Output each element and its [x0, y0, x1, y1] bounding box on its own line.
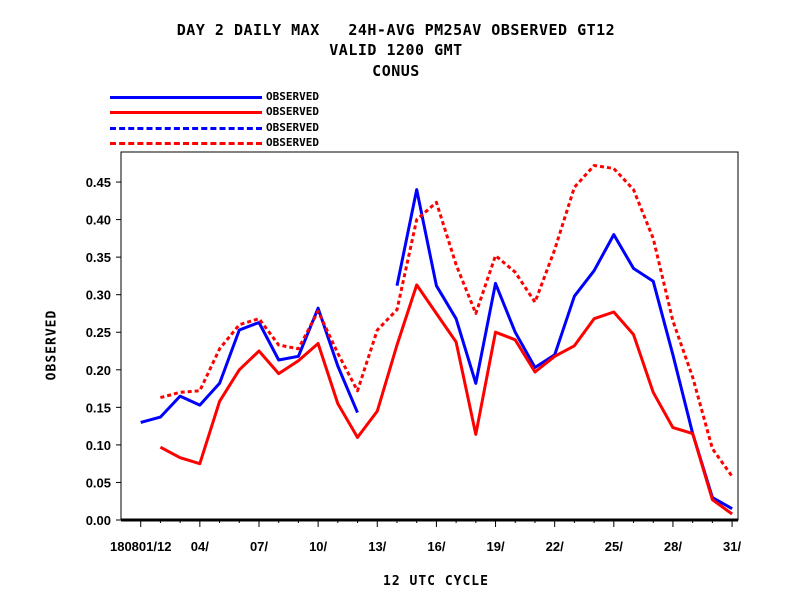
y-tick-label: 0.20 [86, 363, 111, 378]
legend-label-4: OBSERVED [266, 136, 319, 149]
y-tick-label: 0.00 [86, 513, 111, 528]
legend-line-2 [110, 111, 262, 114]
x-tick-label: 19/ [486, 539, 504, 554]
series-1-line-segment-2 [395, 188, 733, 511]
y-tick-label: 0.40 [86, 213, 111, 228]
x-tick-label: 13/ [368, 539, 386, 554]
y-tick-label: 0.35 [86, 250, 111, 265]
legend-line-1 [110, 96, 262, 99]
y-tick-label: 0.45 [86, 175, 111, 190]
chart-title-line3: CONUS [372, 62, 420, 80]
x-tick-label: 25/ [605, 539, 623, 554]
legend-line-4 [110, 142, 262, 145]
y-tick-label: 0.10 [86, 438, 111, 453]
x-tick-label: 10/ [309, 539, 327, 554]
plot-frame [120, 151, 739, 521]
y-axis-label: OBSERVED [44, 309, 60, 381]
x-tick-label: 28/ [664, 539, 682, 554]
x-axis-label: 12 UTC CYCLE [383, 574, 489, 589]
legend-line-3 [110, 127, 262, 130]
legend-label-2: OBSERVED [266, 105, 319, 118]
legend-label-3: OBSERVED [266, 121, 319, 134]
series-2-line [159, 283, 733, 516]
y-tick-label: 0.25 [86, 325, 111, 340]
x-tick-label: 16/ [427, 539, 445, 554]
series-4-line [160, 164, 734, 478]
x-tick-label: 04/ [191, 539, 209, 554]
x-tick-label: 07/ [250, 539, 268, 554]
x-tick-label: 22/ [546, 539, 564, 554]
y-tick-label: 0.05 [86, 475, 111, 490]
y-tick-label: 0.15 [86, 400, 111, 415]
legend-label-1: OBSERVED [266, 90, 319, 103]
x-tick-label: 31/ [723, 539, 741, 554]
chart-title-line2: VALID 1200 GMT [329, 41, 463, 59]
x-tick-label: 180801/12 [110, 539, 171, 554]
y-tick-label: 0.30 [86, 288, 111, 303]
chart-title-line1: DAY 2 DAILY MAX 24H-AVG PM25AV OBSERVED … [176, 21, 616, 39]
